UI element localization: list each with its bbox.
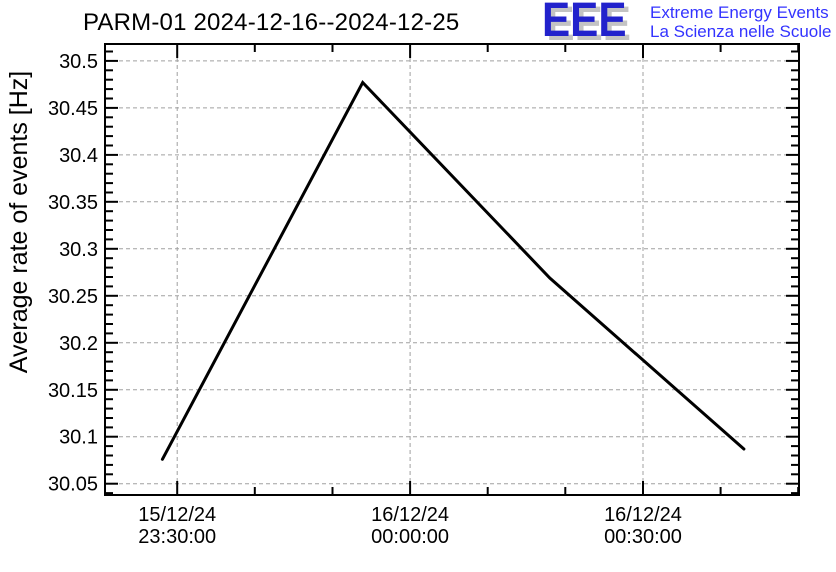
eee-logo-caption-line1: Extreme Energy Events xyxy=(650,3,829,22)
eee-logo-caption: Extreme Energy Events La Scienza nelle S… xyxy=(650,3,831,41)
y-tick-label: 30.1 xyxy=(59,427,98,449)
x-tick-label-time: 00:00:00 xyxy=(371,526,449,548)
x-tick-label-date: 15/12/24 xyxy=(138,504,216,526)
y-tick-label: 30.4 xyxy=(59,145,98,167)
eee-logo: EEE xyxy=(542,0,627,47)
data-line xyxy=(160,79,746,461)
y-tick-label: 30.2 xyxy=(59,333,98,355)
y-tick-label: 30.3 xyxy=(59,239,98,261)
plot-frame xyxy=(104,43,800,496)
y-tick-label: 30.15 xyxy=(48,380,98,402)
x-tick-label-date: 16/12/24 xyxy=(371,504,449,526)
x-tick-label-date: 16/12/24 xyxy=(604,504,682,526)
y-tick-label: 30.25 xyxy=(48,286,98,308)
eee-logo-caption-line2: La Scienza nelle Scuole xyxy=(650,22,832,41)
x-tick-label-time: 23:30:00 xyxy=(138,526,216,548)
y-tick-label: 30.05 xyxy=(48,474,98,496)
page-title: PARM-01 2024-12-16--2024-12-25 xyxy=(83,9,460,36)
y-tick-label: 30.45 xyxy=(48,98,98,120)
y-tick-label: 30.5 xyxy=(59,51,98,73)
y-tick-label: 30.35 xyxy=(48,192,98,214)
x-tick-label-time: 00:30:00 xyxy=(604,526,682,548)
